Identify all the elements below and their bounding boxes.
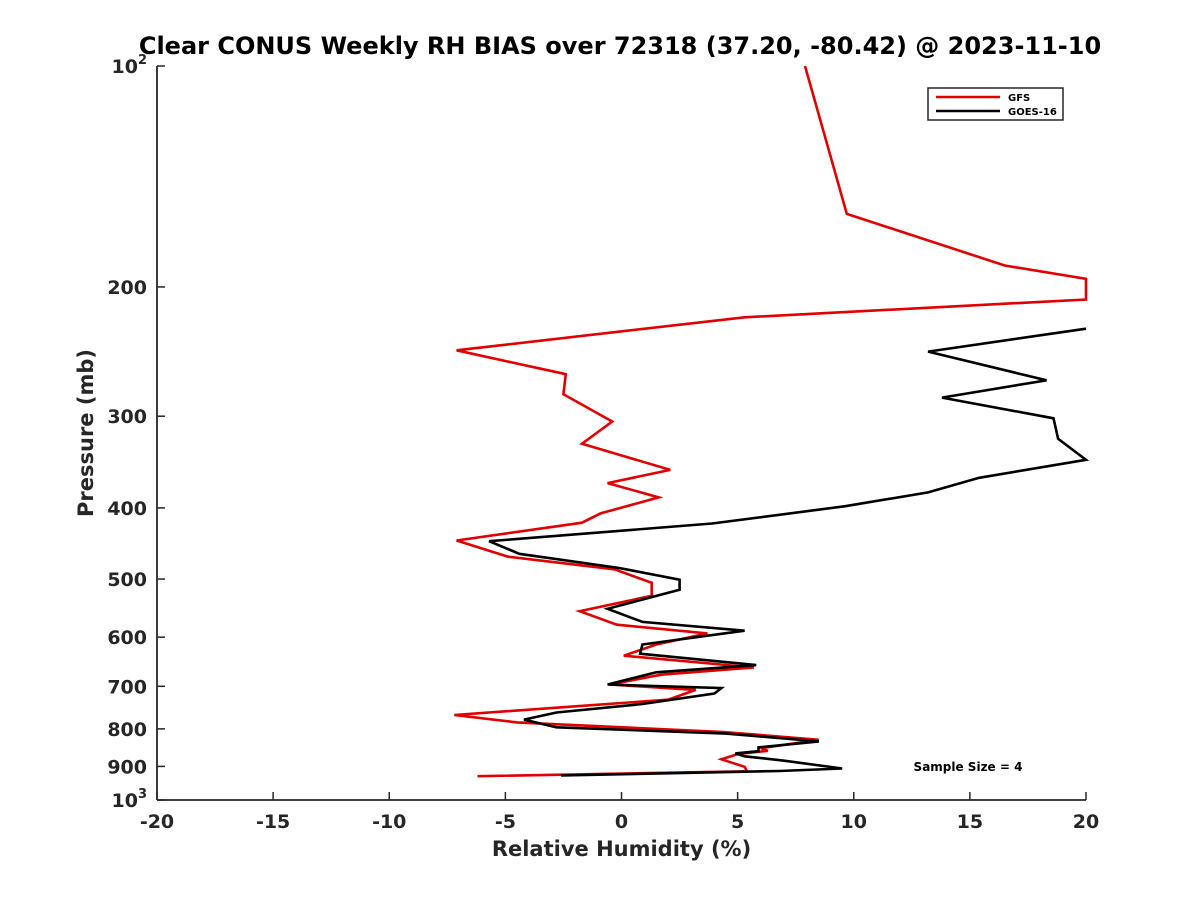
x-tick-label: -15 <box>256 811 290 833</box>
x-tick-label: 5 <box>731 811 744 833</box>
x-axis-label: Relative Humidity (%) <box>492 837 751 861</box>
y-tick-exponent: 2 <box>138 53 147 68</box>
legend-label-gfs: GFS <box>1008 93 1030 104</box>
y-tick-label: 900 <box>107 756 147 778</box>
data-series <box>454 65 1090 778</box>
legend-box <box>927 87 1064 121</box>
y-tick-exponent: 3 <box>138 787 147 802</box>
legend-label-goes-16: GOES-16 <box>1008 107 1057 118</box>
y-tick-base: 10 <box>112 790 138 812</box>
x-tick-label: -5 <box>495 811 516 833</box>
x-tick-label: 20 <box>1073 811 1099 833</box>
y-tick-label: 400 <box>107 498 147 520</box>
x-tick-label: 0 <box>615 811 628 833</box>
y-axis-label: Pressure (mb) <box>74 349 98 517</box>
y-tick-label: 102 <box>112 53 148 78</box>
y-tick-label: 700 <box>107 676 147 698</box>
y-tick-label: 500 <box>107 569 147 591</box>
series-line-gfs <box>454 65 1088 778</box>
y-tick-label: 800 <box>107 719 147 741</box>
plot-area <box>157 66 1086 800</box>
y-tick-label: 200 <box>107 277 147 299</box>
x-tick-label: 15 <box>957 811 983 833</box>
axis-ticks: -20 -15 -10 -5 0 5 10 15 20102200300400500600700… <box>107 53 1099 833</box>
y-tick-label: 103 <box>112 787 148 812</box>
series-line-goes-16 <box>488 327 1090 777</box>
y-tick-label: 300 <box>107 406 147 428</box>
sample-size-annotation: Sample Size = 4 <box>914 760 1023 774</box>
y-tick-label: 600 <box>107 627 147 649</box>
legend: GFS GOES-16 <box>927 87 1064 121</box>
x-tick-label: -10 <box>372 811 406 833</box>
x-tick-label: -20 <box>140 811 174 833</box>
axes <box>156 66 1086 801</box>
x-tick-label: 10 <box>841 811 867 833</box>
y-tick-base: 10 <box>112 56 138 78</box>
chart-title: Clear CONUS Weekly RH BIAS over 72318 (3… <box>139 32 1101 60</box>
